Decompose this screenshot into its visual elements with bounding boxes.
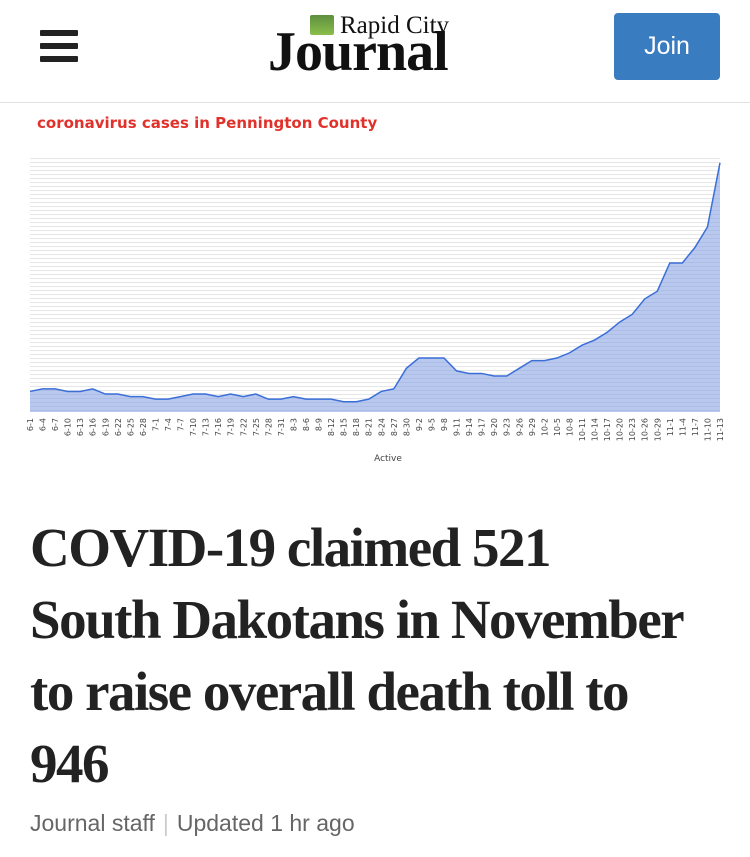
chart: coronavirus cases in Pennington County A… [26,114,725,464]
x-tick-label: 10-20 [616,418,625,441]
x-tick-label: 7-16 [214,418,223,436]
x-tick-label: 9-11 [453,418,462,436]
x-tick-label: 7-10 [189,418,198,436]
x-tick-label: 11-4 [678,418,687,436]
x-tick-label: 10-5 [553,418,562,436]
x-tick-label: 7-7 [177,418,186,431]
x-tick-label: 6-28 [139,418,148,436]
x-tick-label: 7-25 [252,418,261,436]
x-tick-label: 7-13 [202,418,211,436]
x-tick-label: 11-10 [703,418,712,441]
byline: Journal staff | Updated 1 hr ago [30,810,355,837]
x-tick-label: 8-12 [327,418,336,436]
x-tick-label: 6-25 [126,418,135,436]
x-tick-label: 8-30 [402,418,411,436]
x-tick-label: 9-20 [490,418,499,436]
area [30,162,720,412]
x-tick-label: 8-24 [377,418,386,436]
x-tick-label: 9-14 [465,418,474,436]
x-tick-label: 7-19 [227,418,236,436]
headline: COVID-19 claimed 521 South Dakotans in N… [30,517,684,794]
join-button[interactable]: Join [614,13,720,80]
author[interactable]: Journal staff [30,810,155,836]
x-tick-label: 10-17 [603,418,612,441]
x-tick-label: 6-10 [64,418,73,436]
x-tick-label: 7-31 [277,418,286,436]
chart-title: coronavirus cases in Pennington County [37,114,377,132]
menu-button[interactable] [40,30,78,69]
x-tick-label: 6-13 [76,418,85,436]
x-tick-label: 9-23 [503,418,512,436]
x-tick-label: 10-8 [565,418,574,436]
x-tick-label: 9-5 [427,418,436,431]
x-tick-label: 7-1 [151,418,160,431]
x-tick-label: 9-29 [528,418,537,436]
x-tick-label: 7-28 [264,418,273,436]
x-tick-label: 11-1 [666,418,675,436]
x-tick-label: 9-17 [478,418,487,436]
x-tick-label: 9-2 [415,418,424,431]
x-tick-label: 10-26 [641,418,650,441]
x-tick-label: 10-29 [653,418,662,441]
x-tick-label: 11-7 [691,418,700,436]
x-tick-label: 6-16 [89,418,98,436]
x-tick-label: 6-4 [39,418,48,431]
x-tick-label: 6-22 [114,418,123,436]
logo-large[interactable]: Journal [268,21,449,83]
x-tick-label: 6-1 [26,418,35,431]
x-axis-label: Active [374,454,402,464]
x-tick-label: 10-2 [540,418,549,436]
x-tick-label: 7-22 [239,418,248,436]
site-header: Rapid City Journal Join [0,0,750,103]
separator: | [162,810,169,836]
x-tick-label: 8-9 [315,418,324,431]
x-tick-label: 8-21 [365,418,374,436]
logo-small[interactable]: Rapid City [340,12,450,39]
x-tick-label: 10-11 [578,418,587,441]
x-tick-label: 8-27 [390,418,399,436]
x-tick-label: 7-4 [164,418,173,431]
x-tick-label: 8-15 [340,418,349,436]
updated: Updated 1 hr ago [176,810,355,836]
x-tick-label: 9-8 [440,418,449,431]
x-tick-label: 10-23 [628,418,637,441]
logo-icon [310,15,334,35]
x-tick-label: 8-18 [352,418,361,436]
line [29,162,721,403]
x-tick-label: 8-6 [302,418,311,431]
x-tick-label: 6-7 [51,418,60,431]
x-tick-label: 11-13 [716,418,725,441]
x-tick-label: 9-26 [515,418,524,436]
x-tick-label: 6-19 [101,418,110,436]
x-tick-label: 10-14 [591,418,600,441]
x-tick-label: 8-3 [289,418,298,431]
